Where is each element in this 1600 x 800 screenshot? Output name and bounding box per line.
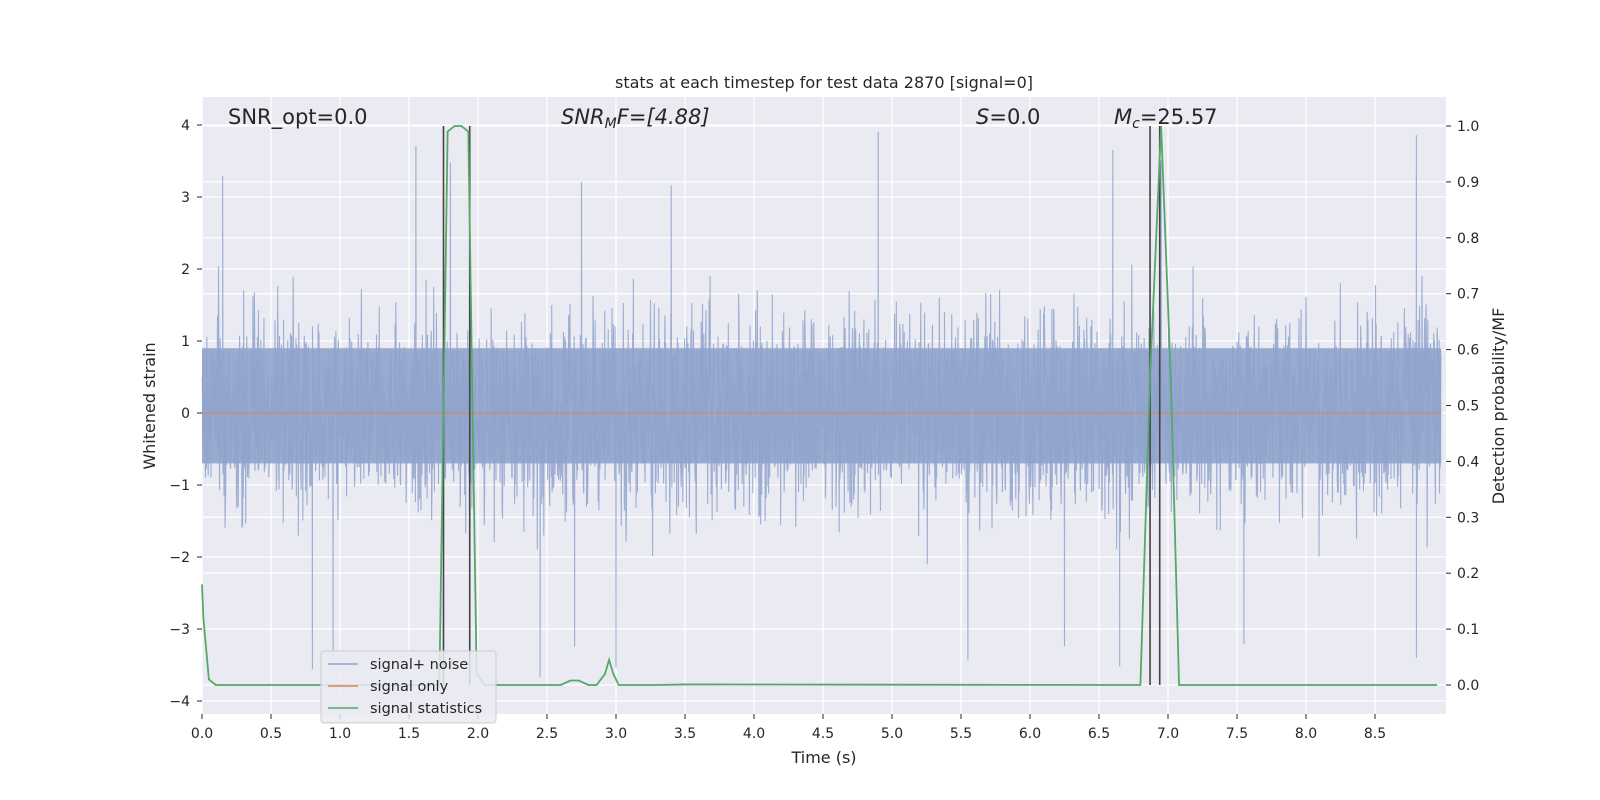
y-tick-label: 4 bbox=[181, 118, 190, 134]
x-tick-label: 0.5 bbox=[260, 726, 282, 742]
y-tick-label: −2 bbox=[169, 550, 190, 566]
x-tick-label: 5.5 bbox=[950, 726, 972, 742]
y-tick-label: −3 bbox=[169, 622, 190, 638]
chart-title: stats at each timestep for test data 287… bbox=[615, 73, 1033, 92]
y-tick-label: −1 bbox=[169, 478, 190, 494]
x-tick-label: 4.5 bbox=[812, 726, 834, 742]
legend-label-signal: signal only bbox=[370, 679, 449, 695]
x-tick-label: 4.0 bbox=[743, 726, 765, 742]
annotation-s-rest: =0.0 bbox=[989, 105, 1040, 129]
x-tick-label: 3.5 bbox=[674, 726, 696, 742]
y2-tick-label: 0.3 bbox=[1457, 510, 1479, 526]
annotation-mc-main: M bbox=[1114, 105, 1132, 129]
y-tick-label: 2 bbox=[181, 262, 190, 278]
y2-tick-label: 0.1 bbox=[1457, 622, 1479, 638]
y2-tick-label: 0.9 bbox=[1457, 175, 1479, 191]
legend-label-stats: signal statistics bbox=[370, 701, 482, 717]
y-tick-label: 0 bbox=[181, 406, 190, 422]
x-axis-label: Time (s) bbox=[790, 748, 856, 767]
series-signal-noise bbox=[201, 131, 1442, 677]
y-axis-label: Whitened strain bbox=[140, 342, 159, 469]
x-tick-label: 3.0 bbox=[605, 726, 627, 742]
annotation-snr-mf: SNRMF=[4.88] bbox=[561, 105, 710, 132]
x-tick-label: 7.0 bbox=[1157, 726, 1179, 742]
annotation-mc-sub: c bbox=[1132, 116, 1140, 132]
annotation-snr-mf-sub: M bbox=[605, 116, 617, 132]
x-tick-label: 2.0 bbox=[467, 726, 489, 742]
x-tick-label: 1.0 bbox=[329, 726, 351, 742]
annotation-snr-mf-main: SNR bbox=[561, 105, 605, 129]
y2-tick-label: 0.6 bbox=[1457, 343, 1479, 359]
y-tick-label: 3 bbox=[181, 190, 190, 206]
x-tick-label: 0.0 bbox=[191, 726, 213, 742]
y-axis-ticks: 4 3 2 1 0 −1 −2 −3 −4 bbox=[169, 118, 202, 710]
y2-axis-label: Detection probability/MF bbox=[1489, 308, 1508, 505]
x-tick-label: 6.0 bbox=[1019, 726, 1041, 742]
y-tick-label: 1 bbox=[181, 334, 190, 350]
y2-tick-label: 0.7 bbox=[1457, 287, 1479, 303]
x-axis-ticks: 0.0 0.5 1.0 1.5 2.0 2.5 3.0 3.5 4.0 4.5 5.0 5.5 6.0 6… bbox=[191, 714, 1386, 742]
legend-box bbox=[320, 650, 497, 724]
y2-tick-label: 0.0 bbox=[1457, 678, 1479, 694]
x-tick-label: 8.0 bbox=[1295, 726, 1317, 742]
y2-tick-label: 0.8 bbox=[1457, 231, 1479, 247]
annotation-s-main: S bbox=[976, 105, 989, 129]
legend: signal+ noise signal only signal statist… bbox=[320, 650, 497, 724]
annotation-mc: Mc=25.57 bbox=[1114, 105, 1218, 132]
x-tick-label: 1.5 bbox=[398, 726, 420, 742]
annotation-snr-opt: SNR_opt=0.0 bbox=[228, 105, 368, 130]
y-tick-label: −4 bbox=[169, 694, 190, 710]
y2-axis-ticks: 1.0 0.9 0.8 0.7 0.6 0.5 0.4 0.3 0.2 0.1 0.0 bbox=[1446, 119, 1479, 694]
annotation-snr-mf-rest: F=[4.88] bbox=[617, 105, 710, 129]
noise-core-band bbox=[202, 348, 1442, 464]
y2-tick-label: 1.0 bbox=[1457, 119, 1479, 135]
annotation-s: S=0.0 bbox=[976, 105, 1040, 129]
annotation-mc-rest: =25.57 bbox=[1140, 105, 1218, 129]
y2-tick-label: 0.5 bbox=[1457, 399, 1479, 415]
x-tick-label: 6.5 bbox=[1088, 726, 1110, 742]
x-tick-label: 8.5 bbox=[1364, 726, 1386, 742]
x-tick-label: 5.0 bbox=[881, 726, 903, 742]
x-tick-label: 2.5 bbox=[536, 726, 558, 742]
legend-label-noise: signal+ noise bbox=[370, 657, 468, 673]
x-tick-label: 7.5 bbox=[1226, 726, 1248, 742]
y2-tick-label: 0.4 bbox=[1457, 454, 1479, 470]
y2-tick-label: 0.2 bbox=[1457, 566, 1479, 582]
